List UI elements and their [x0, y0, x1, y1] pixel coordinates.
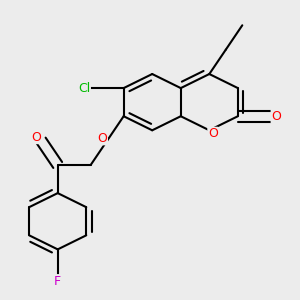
Text: O: O	[32, 130, 41, 144]
Text: O: O	[98, 132, 107, 145]
Text: Cl: Cl	[78, 82, 90, 94]
Text: O: O	[271, 110, 281, 123]
Text: F: F	[54, 275, 61, 288]
Text: O: O	[208, 127, 218, 140]
